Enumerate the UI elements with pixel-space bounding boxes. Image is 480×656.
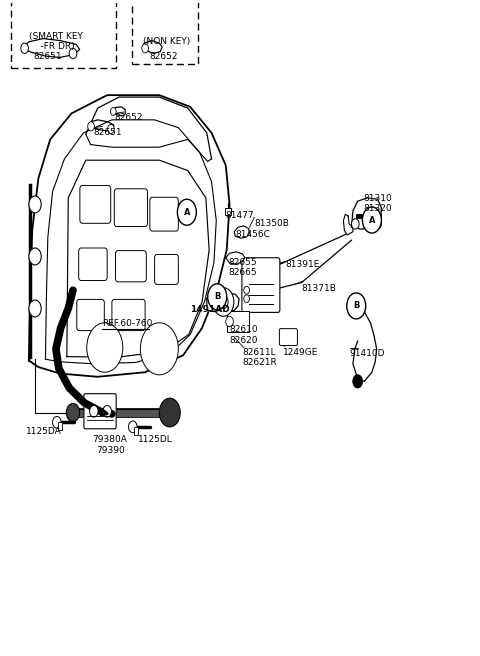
- Circle shape: [374, 218, 382, 229]
- FancyBboxPatch shape: [112, 299, 145, 331]
- Bar: [134, 427, 137, 435]
- Circle shape: [219, 295, 228, 308]
- FancyBboxPatch shape: [80, 186, 111, 223]
- Text: (SMART KEY
    -FR DR): (SMART KEY -FR DR): [29, 32, 83, 51]
- FancyBboxPatch shape: [77, 299, 104, 331]
- Text: 81391E: 81391E: [285, 260, 320, 270]
- Circle shape: [213, 288, 234, 316]
- Text: 82651: 82651: [34, 52, 62, 61]
- Polygon shape: [351, 198, 382, 229]
- Bar: [58, 422, 61, 430]
- Text: 82611L: 82611L: [242, 348, 276, 356]
- Circle shape: [87, 323, 123, 372]
- Bar: [12, 0, 116, 68]
- Text: REF.60-760: REF.60-760: [102, 319, 153, 328]
- Text: 1491AD: 1491AD: [190, 304, 230, 314]
- FancyBboxPatch shape: [150, 197, 179, 231]
- Bar: [132, 1, 198, 64]
- Bar: [225, 209, 231, 215]
- Circle shape: [159, 398, 180, 427]
- Text: 1249GE: 1249GE: [283, 348, 318, 356]
- Text: 82651: 82651: [93, 128, 121, 136]
- FancyBboxPatch shape: [242, 258, 280, 312]
- Text: 79380A: 79380A: [92, 436, 127, 444]
- Circle shape: [69, 49, 77, 59]
- Circle shape: [103, 405, 111, 417]
- Circle shape: [142, 44, 148, 53]
- FancyBboxPatch shape: [114, 189, 147, 226]
- Text: 82621R: 82621R: [242, 358, 277, 367]
- FancyBboxPatch shape: [84, 394, 116, 429]
- Circle shape: [140, 323, 179, 375]
- Text: 82620: 82620: [229, 336, 258, 345]
- Polygon shape: [234, 226, 250, 238]
- Circle shape: [29, 300, 41, 317]
- Text: 82665: 82665: [228, 268, 257, 277]
- Circle shape: [66, 403, 80, 422]
- Circle shape: [347, 293, 366, 319]
- Text: (NON KEY): (NON KEY): [143, 37, 190, 47]
- Circle shape: [29, 248, 41, 265]
- Text: A: A: [369, 216, 375, 224]
- Text: A: A: [184, 208, 190, 216]
- Circle shape: [108, 125, 114, 134]
- Bar: [227, 311, 250, 332]
- Text: 81371B: 81371B: [301, 284, 336, 293]
- Polygon shape: [226, 252, 245, 264]
- Text: 82652: 82652: [150, 52, 179, 61]
- Polygon shape: [207, 292, 239, 312]
- Circle shape: [88, 122, 95, 131]
- Text: 81320: 81320: [363, 205, 392, 213]
- Circle shape: [178, 199, 196, 225]
- Circle shape: [226, 316, 233, 327]
- Text: 91410D: 91410D: [349, 349, 384, 358]
- Text: 81477: 81477: [226, 211, 254, 220]
- Text: 82655: 82655: [228, 258, 257, 267]
- Circle shape: [90, 405, 98, 417]
- Text: 81456C: 81456C: [235, 230, 270, 239]
- Text: 82652: 82652: [114, 113, 143, 123]
- Circle shape: [129, 421, 137, 433]
- Circle shape: [29, 196, 41, 213]
- Circle shape: [362, 207, 382, 233]
- Circle shape: [244, 287, 250, 294]
- FancyBboxPatch shape: [79, 248, 107, 281]
- Circle shape: [110, 108, 116, 115]
- Text: 1125DA: 1125DA: [25, 427, 61, 436]
- FancyBboxPatch shape: [155, 255, 179, 285]
- Text: 82610: 82610: [229, 325, 258, 335]
- Text: 81350B: 81350B: [254, 218, 289, 228]
- FancyBboxPatch shape: [116, 251, 146, 282]
- Text: B: B: [353, 301, 360, 310]
- Text: B: B: [214, 293, 220, 301]
- Text: 81310: 81310: [363, 194, 392, 203]
- Text: 1125DL: 1125DL: [138, 436, 173, 444]
- Circle shape: [244, 295, 250, 302]
- Circle shape: [53, 417, 61, 428]
- Circle shape: [353, 375, 362, 388]
- FancyBboxPatch shape: [279, 329, 298, 346]
- Circle shape: [208, 284, 227, 310]
- Text: 79390: 79390: [96, 446, 125, 455]
- Polygon shape: [343, 214, 353, 235]
- Circle shape: [21, 43, 28, 54]
- Circle shape: [351, 218, 359, 229]
